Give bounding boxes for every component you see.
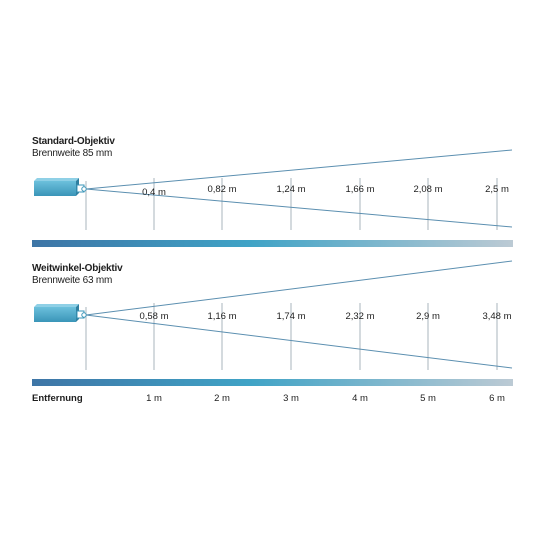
distance-tick-label: 3 m [283,393,299,404]
image-width-label: 2,9 m [416,311,440,322]
standard-lens-focal-length: Brennweite 85 mm [32,148,113,159]
image-width-label: 2,5 m [485,184,509,195]
distance-tick-label: 1 m [146,393,162,404]
standard-lens-diagram: 0,4 m 0,82 m 1,24 m 1,66 m 2,08 m 2,5 m [32,149,513,247]
image-width-label: 2,32 m [345,311,374,322]
beam-bottom-edge [85,314,513,369]
projector-icon [34,178,87,196]
image-width-label: 0,58 m [139,311,168,322]
image-width-label: 1,66 m [345,184,374,195]
distance-axis: Entfernung 1 m 2 m 3 m 4 m 5 m 6 m [32,393,505,404]
image-width-label: 0,82 m [207,184,236,195]
beam-top-edge [85,149,513,190]
wide-angle-lens-diagram: 0,58 m 1,16 m 1,74 m 2,32 m 2,9 m 3,48 m [32,260,513,386]
distance-tick-label: 6 m [489,393,505,404]
image-width-label: 1,24 m [276,184,305,195]
wide-angle-lens-title: Weitwinkel-Objektiv [32,263,123,274]
wide-angle-lens-focal-length: Brennweite 63 mm [32,275,113,286]
projector-icon [34,304,87,322]
image-width-label: 0,4 m [142,187,166,198]
distance-tick-label: 2 m [214,393,230,404]
distance-tick-label: 5 m [420,393,436,404]
distance-axis-label: Entfernung [32,393,83,404]
distance-bar [32,379,513,386]
image-width-label: 1,74 m [276,311,305,322]
standard-lens-title: Standard-Objektiv [32,136,115,147]
distance-tick-label: 4 m [352,393,368,404]
image-width-label: 3,48 m [482,311,511,322]
image-width-label: 2,08 m [413,184,442,195]
beam-bottom-edge [85,188,513,228]
distance-bar [32,240,513,247]
image-width-label: 1,16 m [207,311,236,322]
beam-top-edge [85,260,513,316]
